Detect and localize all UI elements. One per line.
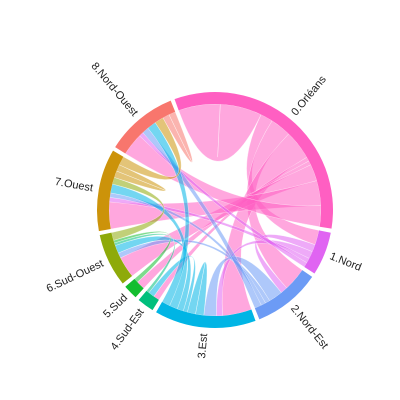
- sector-arc-layer: [97, 92, 333, 328]
- sector-arc-4: [138, 290, 159, 311]
- ribbon-1-8: [139, 132, 308, 268]
- sector-arc-2: [254, 270, 313, 320]
- sector-arc-7: [97, 150, 124, 232]
- sector-label-7: 7.Ouest: [54, 176, 94, 194]
- ribbon-layer: [108, 103, 322, 317]
- sector-label-8: 8.Nord-Ouest: [88, 60, 140, 118]
- sector-label-2: 2.Nord-Est: [288, 303, 330, 352]
- sector-label-5: 5.Sud: [101, 292, 130, 321]
- sector-arc-5: [125, 278, 144, 298]
- sector-arc-1: [304, 230, 331, 274]
- sector-arc-6: [99, 232, 133, 284]
- ribbon-2-8: [142, 127, 262, 309]
- sector-arc-0: [174, 92, 333, 229]
- ribbon-0-0: [178, 103, 262, 162]
- sector-label-6: 6.Sud-Ouest: [45, 258, 106, 295]
- sector-label-1: 1.Nord: [328, 250, 363, 273]
- sector-arc-8: [115, 100, 176, 154]
- sector-arc-3: [156, 301, 256, 328]
- sector-label-3: 3.Est: [196, 333, 210, 359]
- ribbon-0-8: [125, 135, 322, 227]
- sector-label-0: 0.Orléans: [289, 73, 329, 118]
